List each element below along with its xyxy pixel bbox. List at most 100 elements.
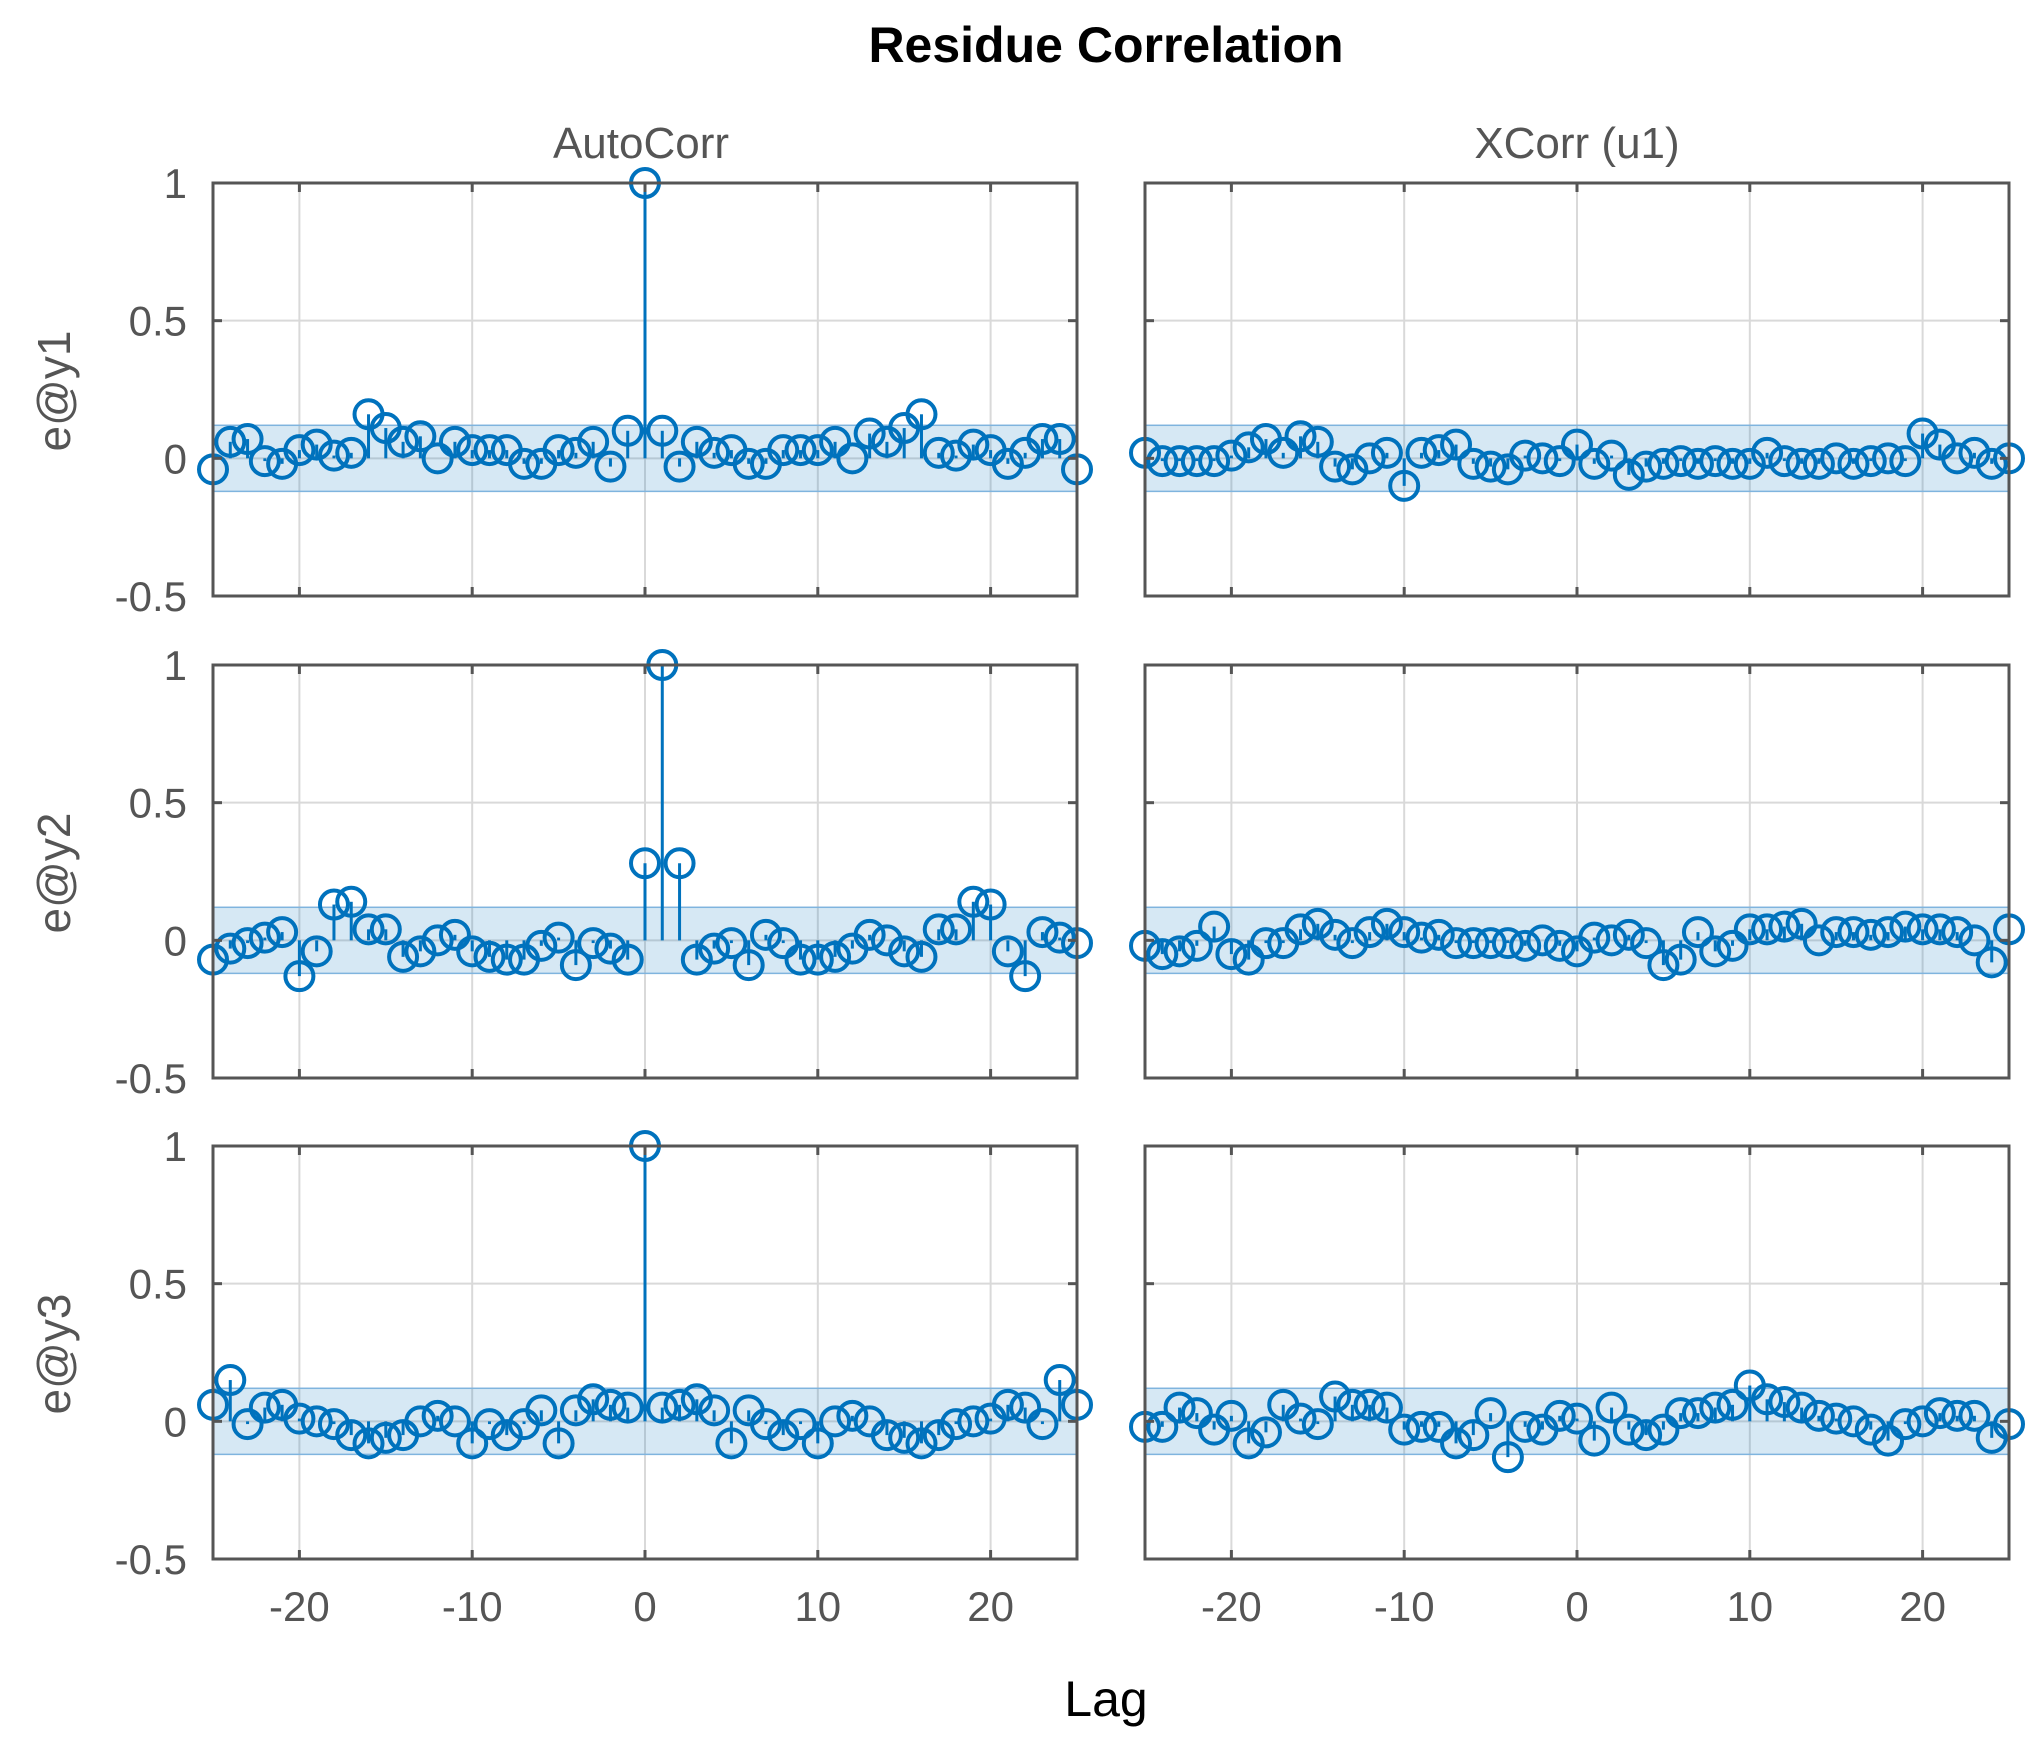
x-axis-label: Lag <box>1064 1671 1147 1727</box>
stem-marker <box>715 927 748 960</box>
x-tick-label: 20 <box>1899 1583 1946 1630</box>
stem-marker <box>508 447 541 480</box>
stem-marker <box>594 1388 627 1421</box>
stem-marker <box>1163 445 1196 478</box>
stem-marker <box>767 434 800 467</box>
stem-marker <box>957 1405 990 1438</box>
y-tick-label: 0.5 <box>129 1261 187 1308</box>
stem-marker <box>248 445 281 478</box>
stem-marker <box>663 1388 696 1421</box>
stem-marker <box>1561 428 1593 461</box>
stem-marker <box>1716 447 1749 480</box>
row-label-e-y2: e@y2 <box>28 813 80 934</box>
stem-marker <box>974 888 1007 921</box>
stem-marker <box>1474 450 1507 483</box>
stem-marker <box>456 935 489 968</box>
stem-marker <box>905 1427 938 1460</box>
stem-marker <box>1872 916 1905 949</box>
stem-marker <box>559 949 592 982</box>
y-tick-label: 0.5 <box>129 298 187 345</box>
stem-marker <box>1405 436 1438 469</box>
stem-marker <box>1941 1399 1974 1432</box>
stem-marker <box>1906 913 1939 946</box>
subplot-xcorr-u1-e-y3: -20 -10 0 10 20 <box>1129 1144 2025 1630</box>
stem-marker <box>1284 1402 1317 1435</box>
stem-marker <box>335 885 368 918</box>
stem-marker <box>473 940 506 973</box>
stem-marker <box>283 1402 316 1435</box>
stem-marker <box>542 921 575 954</box>
stem-marker <box>767 927 800 960</box>
stem-marker <box>1889 1408 1922 1441</box>
stem-marker <box>1906 1405 1939 1438</box>
stem-marker <box>1647 447 1680 480</box>
stem-marker <box>369 1421 402 1454</box>
stem-marker <box>1854 918 1887 951</box>
y-tick-label: 1 <box>164 1123 187 1170</box>
stem-marker <box>594 450 627 483</box>
stem-marker <box>1163 935 1196 968</box>
stem-marker <box>1872 442 1905 475</box>
stem-marker <box>1802 447 1835 480</box>
y-tick-label: 0 <box>164 435 187 482</box>
stem-marker <box>1958 436 1991 469</box>
stem-marker <box>1319 1380 1352 1413</box>
stem-marker <box>300 1405 333 1438</box>
stem-marker <box>1215 439 1248 472</box>
stem-marker <box>214 425 247 458</box>
stem-marker <box>680 943 713 976</box>
y-tick-label: 0 <box>164 1398 187 1445</box>
stem-marker <box>317 1408 350 1441</box>
stem-marker <box>698 932 731 965</box>
y-tick-label: 1 <box>164 642 187 689</box>
stem-marker <box>1249 1416 1282 1449</box>
stem-marker <box>1440 1427 1473 1460</box>
stem-marker <box>1043 921 1076 954</box>
stem-marker <box>749 1408 782 1441</box>
stem-marker <box>1872 1424 1905 1457</box>
stem-marker <box>957 885 990 918</box>
stem-marker <box>1543 929 1576 962</box>
stem-marker <box>300 428 333 461</box>
stem-marker <box>663 450 696 483</box>
stem-marker <box>1146 1410 1179 1443</box>
stem-marker <box>1180 445 1213 478</box>
stem-marker <box>1043 1364 1076 1397</box>
x-tick-label: 10 <box>794 1583 841 1630</box>
stem-marker <box>1526 924 1559 957</box>
stem-marker <box>1854 1413 1887 1446</box>
stem-marker <box>1699 445 1732 478</box>
stem-marker <box>1405 921 1438 954</box>
stem-marker <box>352 913 385 946</box>
stem-marker <box>1388 469 1421 502</box>
stem-marker <box>680 1383 713 1416</box>
stem-marker <box>1716 929 1749 962</box>
stem-marker <box>1595 924 1628 957</box>
stem-marker <box>1405 1410 1438 1443</box>
stem-marker <box>922 1419 955 1452</box>
stem-marker <box>1820 1402 1853 1435</box>
stem-marker <box>1215 1399 1248 1432</box>
stem-marker <box>888 935 921 968</box>
x-tick-label: -10 <box>1374 1583 1435 1630</box>
stem-marker <box>1923 913 1956 946</box>
stem-marker <box>1232 1427 1265 1460</box>
stem-marker <box>1509 929 1542 962</box>
stem-marker <box>1820 916 1853 949</box>
stem-marker <box>732 949 765 982</box>
stem-marker <box>1785 447 1818 480</box>
stem-marker <box>1353 916 1386 949</box>
stem-marker <box>715 1427 748 1460</box>
stem-marker <box>1630 450 1663 483</box>
stem-marker <box>784 434 817 467</box>
stem-marker <box>231 927 264 960</box>
stem-marker <box>1837 1405 1870 1438</box>
stem-marker <box>1612 458 1645 491</box>
stem-marker <box>283 960 316 993</box>
stem-marker <box>1854 445 1887 478</box>
stem-marker <box>1630 927 1663 960</box>
stem-marker <box>1232 943 1265 976</box>
stem-marker <box>1284 420 1317 453</box>
stem-marker <box>1906 417 1939 450</box>
stem-marker <box>369 913 402 946</box>
